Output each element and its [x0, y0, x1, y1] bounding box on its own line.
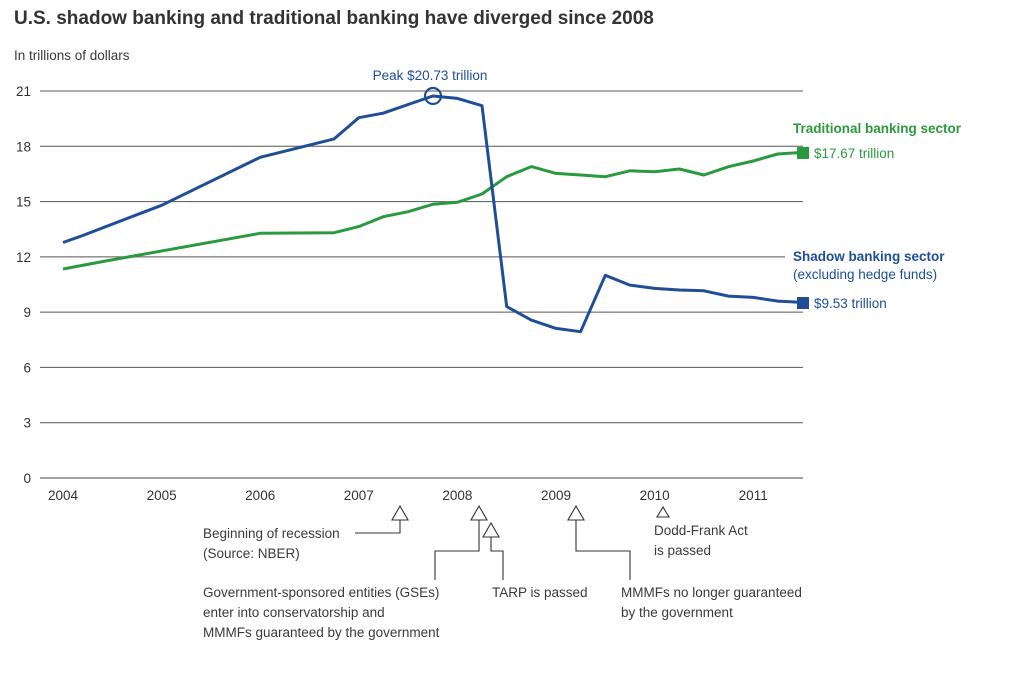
legend-shadow-subtitle: (excluding hedge funds) — [793, 267, 937, 282]
tarp-connector — [490, 537, 504, 580]
peak-label: Peak $20.73 trillion — [373, 68, 488, 83]
recession-connector — [355, 520, 401, 534]
x-tick-label: 2006 — [245, 488, 275, 503]
x-tick-label: 2004 — [48, 488, 79, 503]
event-labels: Beginning of recession (Source: NBER) Go… — [203, 523, 802, 640]
legend-shadow: Shadow banking sector — [793, 249, 945, 264]
mmmf-label-2: by the government — [621, 605, 733, 620]
y-tick-label: 0 — [23, 471, 31, 486]
doddfrank-label-2: is passed — [654, 543, 711, 558]
x-tick-labels: 2004 2005 2006 2007 2008 2009 2010 2011 — [48, 488, 768, 503]
recession-label: Beginning of recession — [203, 526, 340, 541]
series-lines — [62, 94, 803, 334]
y-tick-label: 18 — [16, 139, 31, 154]
recession-triangle — [391, 504, 409, 521]
y-tick-label: 12 — [16, 250, 31, 265]
legend-traditional: Traditional banking sector — [793, 121, 962, 136]
traditional-banking-line — [62, 150, 803, 271]
shadow-end-label: $9.53 trillion — [814, 296, 887, 311]
tarp-triangle — [482, 521, 500, 538]
gse-label-1: Government-sponsored entities (GSEs) — [203, 585, 439, 600]
gridlines — [40, 90, 803, 479]
y-tick-label: 9 — [23, 305, 31, 320]
x-tick-label: 2008 — [442, 488, 472, 503]
gse-label-2: enter into conservatorship and — [203, 605, 385, 620]
gse-connector — [434, 520, 480, 580]
shadow-end-marker — [797, 297, 809, 309]
event-markers — [355, 504, 670, 580]
y-tick-label: 15 — [16, 195, 31, 210]
peak-marker — [423, 86, 443, 106]
traditional-end-marker — [797, 147, 809, 159]
traditional-end-label: $17.67 trillion — [814, 146, 894, 161]
y-tick-labels: 0 3 6 9 12 15 18 21 — [16, 84, 31, 486]
y-tick-label: 6 — [23, 360, 31, 375]
y-tick-label: 21 — [16, 84, 31, 99]
x-tick-label: 2011 — [739, 488, 768, 503]
mmmf-connector — [575, 520, 631, 580]
mmmf-triangle — [567, 504, 585, 521]
gse-triangle — [470, 504, 488, 521]
x-tick-label: 2010 — [640, 488, 670, 503]
shadow-banking-line — [62, 94, 803, 334]
x-tick-label: 2007 — [344, 488, 374, 503]
doddfrank-triangle — [656, 505, 670, 518]
gse-label-3: MMMFs guaranteed by the government — [203, 625, 440, 640]
chart-title: U.S. shadow banking and traditional bank… — [14, 8, 654, 29]
y-tick-label: 3 — [23, 416, 31, 431]
y-axis-label: In trillions of dollars — [14, 48, 130, 63]
tarp-label: TARP is passed — [492, 585, 588, 600]
x-tick-label: 2009 — [541, 488, 571, 503]
x-tick-label: 2005 — [147, 488, 177, 503]
recession-source: (Source: NBER) — [203, 546, 300, 561]
mmmf-label-1: MMMFs no longer guaranteed — [621, 585, 802, 600]
doddfrank-label-1: Dodd-Frank Act — [654, 523, 748, 538]
